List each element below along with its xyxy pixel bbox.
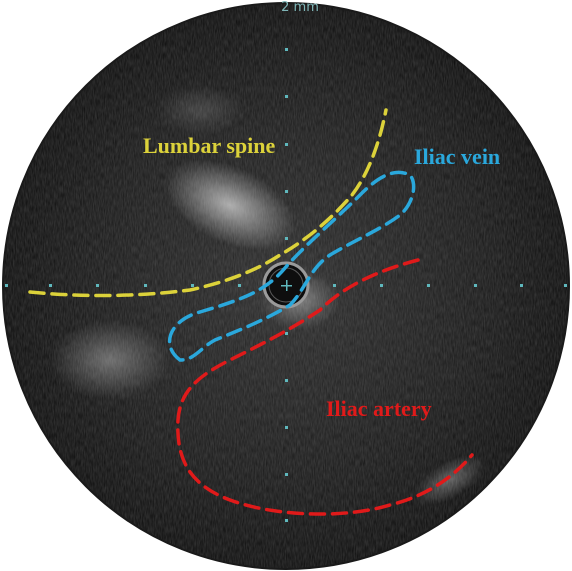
lumbar-spine-outline bbox=[28, 108, 388, 298]
iliac-vein-outline bbox=[168, 170, 416, 362]
iliac-artery-label: Iliac artery bbox=[326, 396, 432, 421]
iliac-vein-label: Iliac vein bbox=[414, 144, 501, 169]
lumbar-spine-label: Lumbar spine bbox=[143, 133, 276, 158]
scale-label: 2 mm bbox=[281, 0, 319, 15]
iliac-artery-outline bbox=[176, 258, 474, 516]
scale-markers bbox=[5, 48, 567, 522]
